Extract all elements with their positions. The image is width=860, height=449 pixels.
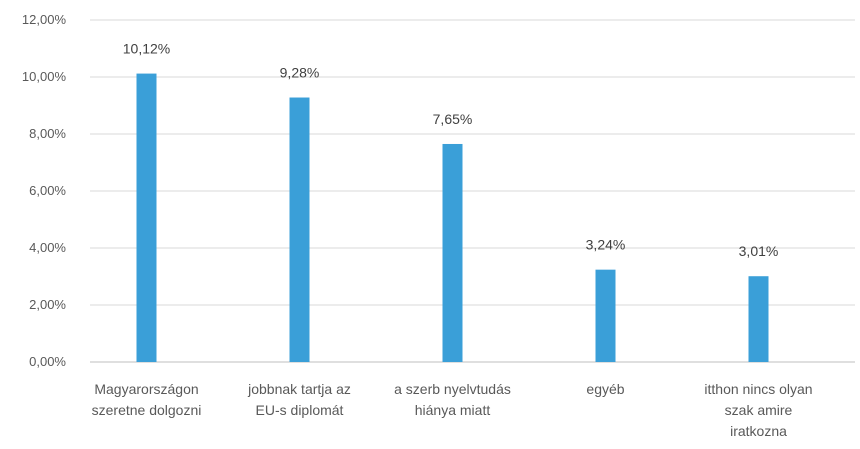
- bar: [289, 97, 310, 363]
- category-label: EU-s diplomát: [256, 402, 344, 418]
- y-tick-label: 0,00%: [29, 354, 66, 369]
- y-tick-label: 4,00%: [29, 240, 66, 255]
- y-tick-label: 2,00%: [29, 297, 66, 312]
- category-label: hiánya miatt: [415, 402, 491, 418]
- gridlines: [90, 19, 855, 363]
- category-label: itthon nincs olyan: [704, 381, 812, 397]
- data-labels: 10,12% 9,28% 7,65% 3,24% 3,01%: [123, 41, 779, 260]
- category-label: jobbnak tartja az: [247, 381, 351, 397]
- category-label: egyéb: [586, 381, 624, 397]
- y-tick-label: 12,00%: [22, 12, 67, 27]
- bar: [595, 269, 616, 362]
- data-label: 10,12%: [123, 41, 170, 57]
- category-label: iratkozna: [730, 423, 787, 439]
- bar: [442, 143, 463, 362]
- category-label: Magyarországon: [94, 381, 198, 397]
- bar: [748, 276, 769, 362]
- y-tick-label: 6,00%: [29, 183, 66, 198]
- category-label: a szerb nyelvtudás: [394, 381, 511, 397]
- y-axis-tick-labels: 0,00% 2,00% 4,00% 6,00% 8,00% 10,00% 12,00%: [22, 12, 67, 369]
- data-label: 3,24%: [586, 237, 626, 253]
- bar: [136, 73, 157, 362]
- bars: [136, 73, 769, 363]
- x-axis-category-labels: Magyarországon szeretne dolgozni jobbnak t…: [92, 381, 813, 439]
- y-tick-label: 8,00%: [29, 126, 66, 141]
- category-label: szeretne dolgozni: [92, 402, 202, 418]
- category-label: szak amire: [725, 402, 793, 418]
- data-label: 9,28%: [280, 65, 320, 81]
- data-label: 3,01%: [739, 243, 779, 259]
- y-tick-label: 10,00%: [22, 69, 67, 84]
- data-label: 7,65%: [433, 111, 473, 127]
